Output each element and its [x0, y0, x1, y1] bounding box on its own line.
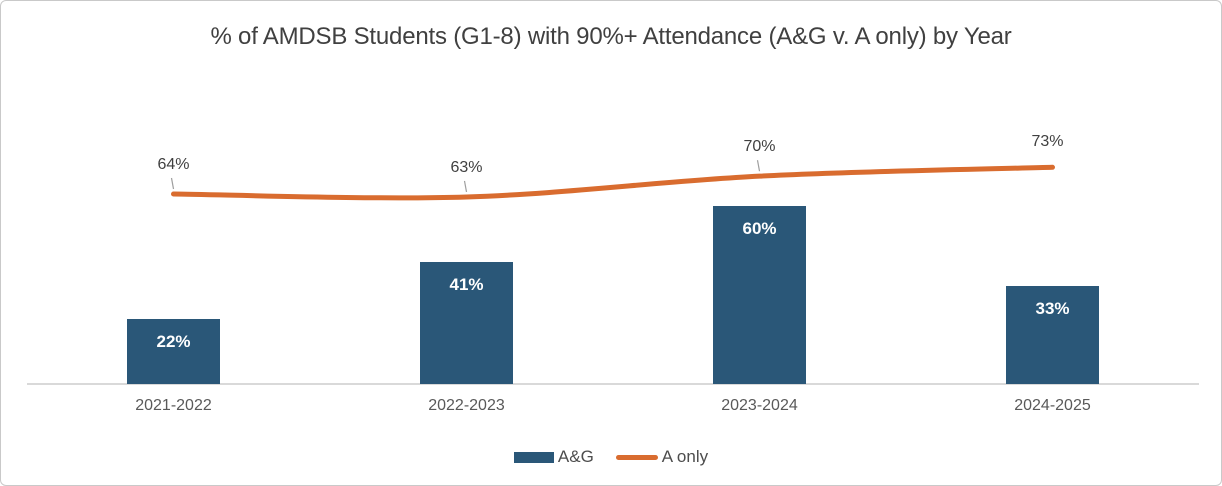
bar-2022-2023: 41% — [420, 262, 513, 384]
legend-label: A&G — [557, 447, 594, 466]
bar-2023-2024: 60% — [713, 205, 806, 384]
bar-data-label: 60% — [742, 218, 777, 238]
chart-title: % of AMDSB Students (G1-8) with 90%+ Att… — [210, 23, 1012, 50]
line-data-label-2023-2024: 70% — [743, 138, 776, 156]
x-tick-label-2024-2025: 2024-2025 — [1014, 397, 1091, 414]
line-data-label-2021-2022: 64% — [157, 155, 190, 173]
legend-label: A only — [661, 447, 709, 466]
line-series-path — [171, 164, 1055, 201]
bar-data-label: 41% — [449, 275, 484, 295]
label-leader-line — [463, 180, 468, 193]
legend-line-swatch — [615, 454, 658, 460]
bar-data-label: 22% — [156, 331, 191, 351]
line-data-label-2022-2023: 63% — [450, 158, 483, 176]
bar-2021-2022: 22% — [127, 318, 220, 384]
x-tick-label-2022-2023: 2022-2023 — [428, 397, 505, 414]
x-axis-line — [27, 383, 1199, 385]
line-data-label-2024-2025: 73% — [1031, 133, 1064, 151]
label-leader-line — [756, 160, 761, 172]
label-leader-line — [170, 177, 175, 190]
bar-2024-2025: 33% — [1006, 286, 1099, 384]
bar-data-label: 33% — [1035, 299, 1070, 319]
legend-item-A only: A only — [615, 447, 709, 467]
x-tick-label-2021-2022: 2021-2022 — [135, 397, 212, 414]
legend-item-A&G: A&G — [513, 447, 594, 467]
legend-bar-swatch — [513, 451, 554, 463]
legend: A&G A only — [1, 447, 1221, 467]
x-tick-label-2023-2024: 2023-2024 — [721, 397, 798, 414]
